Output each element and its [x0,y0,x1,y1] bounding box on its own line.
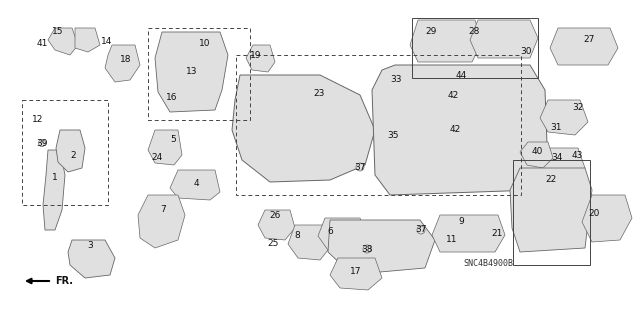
Text: 41: 41 [36,40,48,48]
Polygon shape [288,225,332,260]
Text: 28: 28 [468,27,480,36]
Text: 7: 7 [160,204,166,213]
Text: 9: 9 [458,218,464,226]
Polygon shape [43,150,65,230]
Text: 24: 24 [152,153,163,162]
Polygon shape [318,218,368,252]
Text: 42: 42 [447,92,459,100]
Polygon shape [410,20,482,62]
Text: SNC4B4900B: SNC4B4900B [463,258,513,268]
Bar [412,18,538,78]
Polygon shape [155,32,228,112]
Text: 44: 44 [456,70,467,79]
Polygon shape [48,28,78,55]
Text: FR.: FR. [55,276,73,286]
Polygon shape [510,168,592,252]
Circle shape [417,226,425,234]
Polygon shape [540,100,588,135]
Text: 2: 2 [70,151,76,160]
Bar [22,100,108,205]
Polygon shape [56,130,85,172]
Text: 37: 37 [355,162,365,172]
Text: 25: 25 [268,239,278,248]
Text: 13: 13 [186,68,198,77]
Circle shape [363,245,371,253]
Text: 16: 16 [166,93,178,102]
Polygon shape [68,240,115,278]
Text: 15: 15 [52,27,64,36]
Text: 5: 5 [170,136,176,145]
Text: 6: 6 [327,227,333,236]
Text: 37: 37 [415,226,427,234]
Polygon shape [246,45,275,72]
Text: 19: 19 [250,50,262,60]
Polygon shape [75,28,100,52]
Polygon shape [258,210,295,240]
Text: 26: 26 [269,211,281,220]
Polygon shape [470,20,538,58]
Text: 17: 17 [350,266,362,276]
Bar [148,28,250,120]
Polygon shape [232,75,375,182]
Text: 8: 8 [294,232,300,241]
Text: 4: 4 [193,179,199,188]
Text: 11: 11 [446,234,458,243]
Text: 23: 23 [314,88,324,98]
Polygon shape [537,148,585,178]
Bar [236,55,521,195]
Circle shape [38,139,45,146]
Polygon shape [105,45,140,82]
Text: 31: 31 [550,122,562,131]
Polygon shape [328,220,435,272]
Text: 10: 10 [199,40,211,48]
Text: 22: 22 [545,174,557,183]
Polygon shape [372,65,548,195]
Text: 14: 14 [101,38,113,47]
Text: 30: 30 [520,48,532,56]
Text: 33: 33 [390,76,402,85]
Text: 20: 20 [588,210,600,219]
Polygon shape [550,28,618,65]
Bar [513,160,590,265]
Polygon shape [432,215,505,252]
Circle shape [356,163,364,171]
Polygon shape [148,130,182,165]
Text: 34: 34 [551,153,563,162]
Text: 12: 12 [32,115,44,124]
Text: 18: 18 [120,56,132,64]
Text: 43: 43 [572,151,582,160]
Polygon shape [170,170,220,200]
Text: 39: 39 [36,138,48,147]
Text: 40: 40 [531,147,543,157]
Polygon shape [330,258,382,290]
Text: 3: 3 [87,241,93,249]
Text: 38: 38 [361,244,372,254]
Text: 29: 29 [426,27,436,36]
Text: 1: 1 [52,174,58,182]
Text: 32: 32 [572,103,584,113]
Polygon shape [582,195,632,242]
Polygon shape [138,195,185,248]
Text: 27: 27 [583,35,595,44]
Text: 21: 21 [492,229,502,239]
Text: 35: 35 [387,130,399,139]
Polygon shape [520,142,553,168]
Text: 42: 42 [449,125,461,135]
